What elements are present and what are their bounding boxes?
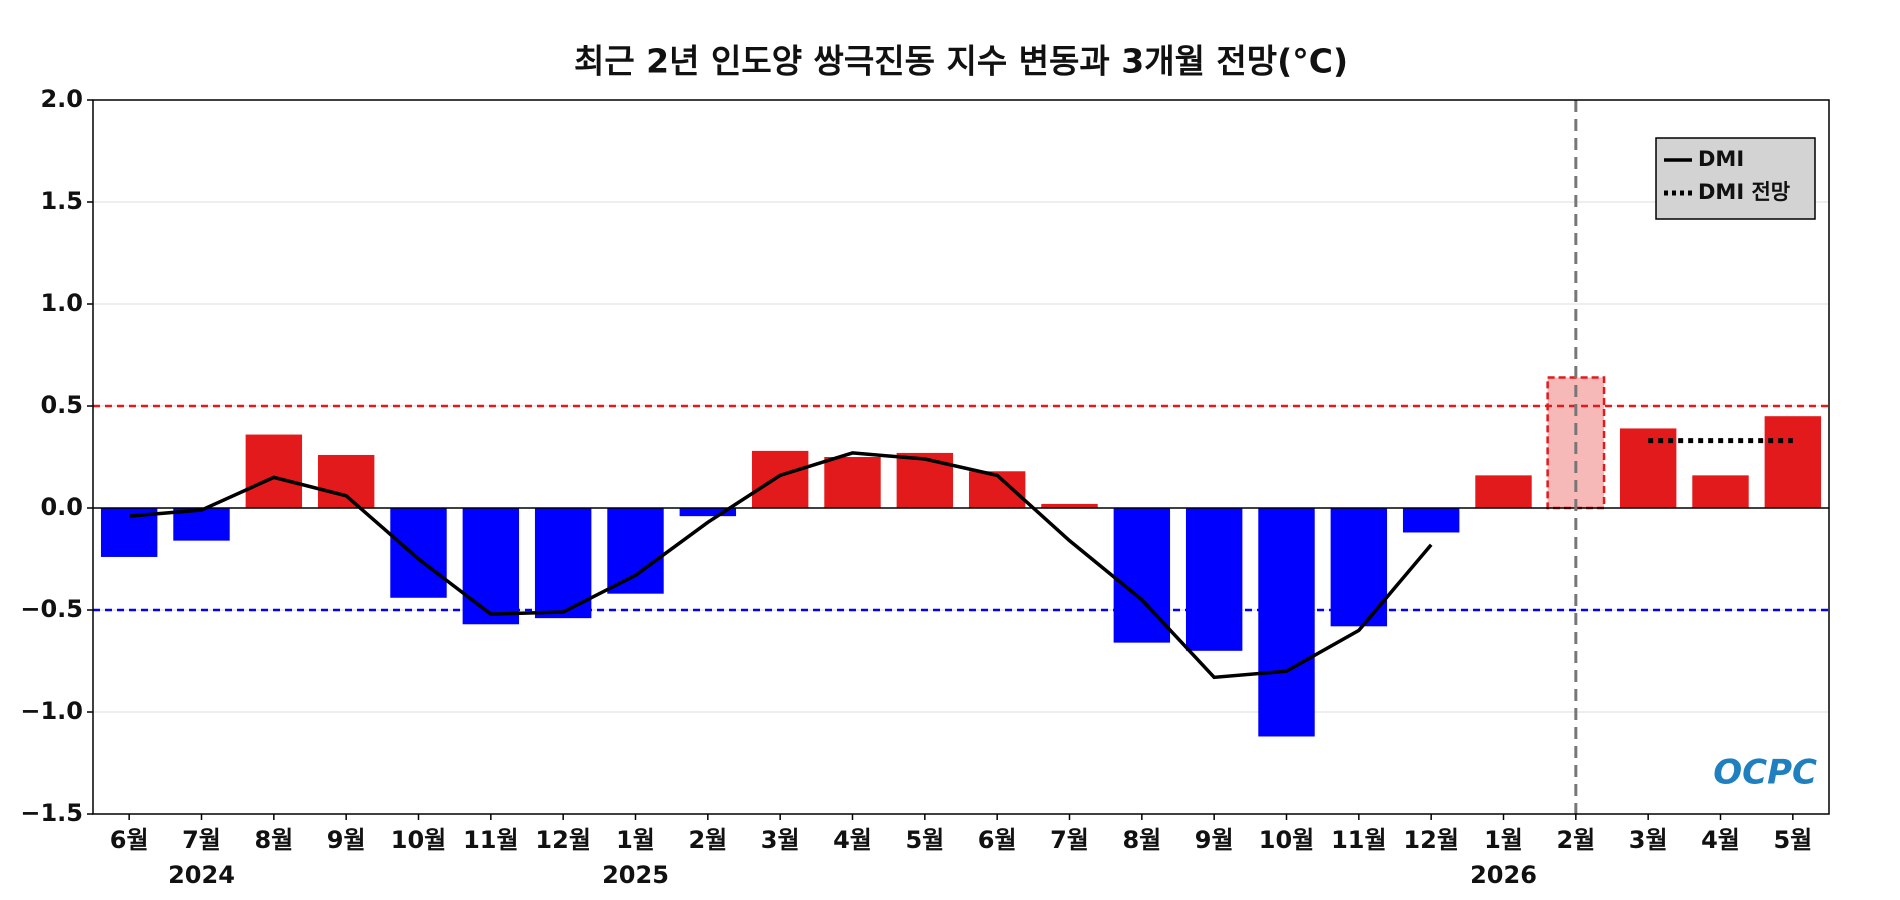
line-series	[129, 451, 1433, 680]
year-label: 2024	[168, 861, 235, 889]
x-tick-label: 6월	[110, 826, 149, 854]
year-label: 2026	[1470, 861, 1537, 889]
year-label: 2025	[602, 861, 669, 889]
x-tick-label: 5월	[1773, 826, 1812, 854]
y-tick-label: 0.0	[40, 493, 83, 521]
bar	[1764, 416, 1822, 508]
bar	[1185, 508, 1243, 651]
bar	[679, 508, 737, 517]
x-tick-label: 2월	[688, 826, 727, 854]
x-tick-label: 4월	[1701, 826, 1740, 854]
bar	[173, 508, 230, 541]
bar	[1041, 503, 1098, 508]
x-tick-label: 6월	[978, 826, 1017, 854]
x-tick-label: 9월	[1195, 826, 1234, 854]
bar	[1402, 508, 1460, 533]
y-tick-label: −1.0	[20, 697, 83, 725]
x-tick-label: 9월	[327, 826, 366, 854]
y-tick-label: 0.5	[40, 391, 83, 419]
x-tick-label: 8월	[1122, 826, 1161, 854]
bar	[390, 508, 447, 598]
x-tick-label: 2월	[1556, 826, 1595, 854]
x-tick-label: 3월	[761, 826, 800, 854]
y-tick-label: −0.5	[20, 595, 83, 623]
bar	[534, 508, 592, 619]
y-tick-label: 1.0	[40, 289, 83, 317]
x-tick-label: 11월	[1331, 826, 1386, 854]
x-tick-label: 7월	[182, 826, 221, 854]
x-tick-label: 3월	[1629, 826, 1668, 854]
bar	[1258, 508, 1315, 737]
x-tick-label: 5월	[905, 826, 944, 854]
x-tick-label: 12월	[1403, 826, 1458, 854]
bar	[751, 450, 809, 508]
logo: OCPC	[1713, 753, 1817, 793]
bar	[245, 434, 303, 508]
x-tick-label: 12월	[535, 826, 590, 854]
x-tick-label: 4월	[833, 826, 872, 854]
x-tick-label: 8월	[254, 826, 293, 854]
bar	[896, 452, 954, 508]
legend-box	[1655, 137, 1816, 220]
bar	[824, 457, 881, 508]
x-tick-label: 10월	[1259, 826, 1314, 854]
bar	[462, 508, 520, 625]
y-tick-label: 2.0	[40, 85, 83, 113]
bar	[1692, 475, 1749, 508]
y-tick-label: −1.5	[20, 799, 83, 827]
legend-label: DMI	[1698, 147, 1744, 171]
chart-title: 최근 2년 인도양 쌍극진동 지수 변동과 3개월 전망(°C)	[574, 42, 1348, 81]
y-tick-label: 1.5	[40, 187, 83, 215]
x-tick-label: 10월	[391, 826, 446, 854]
x-tick-label: 1월	[1484, 826, 1523, 854]
bar	[1475, 475, 1532, 508]
bar	[607, 508, 664, 594]
legend-label: DMI 전망	[1698, 180, 1790, 204]
plot-frame	[92, 99, 1830, 815]
bar	[317, 454, 375, 508]
x-tick-label: 7월	[1050, 826, 1089, 854]
x-tick-label: 11월	[463, 826, 518, 854]
x-tick-label: 1월	[616, 826, 655, 854]
